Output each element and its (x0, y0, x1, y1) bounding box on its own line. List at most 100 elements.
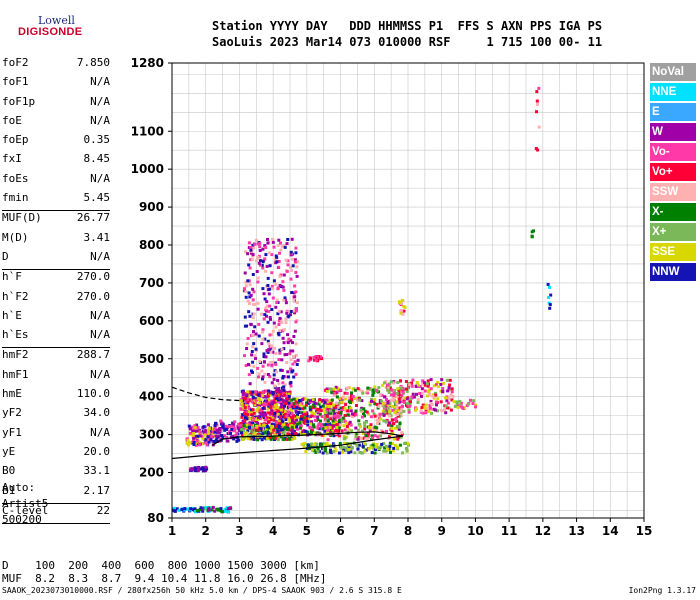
echo-point (266, 238, 269, 241)
echo-point (386, 423, 390, 427)
echo-point (243, 416, 247, 420)
echo-point (257, 406, 260, 410)
echo-point (353, 451, 357, 455)
echo-point (252, 303, 256, 307)
echo-point (319, 409, 323, 413)
echo-point (381, 430, 385, 434)
echo-point (536, 102, 539, 106)
echo-point (295, 418, 299, 422)
param-value: 270.0 (76, 289, 110, 303)
echo-point (267, 420, 270, 424)
echo-point (359, 425, 362, 429)
echo-point (390, 427, 394, 430)
echo-point (406, 442, 410, 446)
echo-point (375, 442, 379, 446)
echo-point (248, 314, 252, 318)
echo-point (283, 245, 287, 249)
echo-point (441, 390, 445, 393)
echo-point (207, 440, 211, 444)
echo-point (267, 398, 271, 402)
echo-point (295, 403, 299, 407)
echo-point (205, 467, 209, 471)
echo-point (237, 429, 241, 433)
echo-point (290, 436, 294, 440)
echo-point (362, 412, 365, 415)
echo-point (389, 414, 393, 418)
echo-point (212, 430, 215, 434)
echo-point (277, 387, 281, 390)
echo-point (241, 420, 245, 423)
echo-point (277, 396, 281, 400)
echo-point (391, 381, 395, 385)
echo-point (198, 430, 202, 434)
param-value: 33.1 (83, 464, 111, 478)
echo-point (192, 428, 196, 432)
echo-point (242, 422, 245, 426)
echo-point (350, 400, 354, 404)
echo-point (312, 356, 316, 359)
echo-point (245, 347, 249, 350)
legend-entry: SSW (650, 183, 696, 201)
echo-point (313, 414, 316, 418)
echo-point (263, 401, 267, 405)
echo-point (301, 407, 305, 411)
echo-point (266, 276, 270, 280)
echo-point (283, 383, 287, 387)
echo-point (223, 508, 227, 512)
echo-point (290, 412, 294, 416)
echo-point (296, 427, 299, 431)
echo-point (440, 409, 444, 413)
echo-point (379, 434, 383, 438)
echo-point (242, 424, 246, 428)
echo-point (323, 400, 327, 404)
echo-point (250, 410, 253, 414)
echo-point (325, 404, 329, 408)
echo-point (268, 333, 272, 337)
echo-point (302, 421, 306, 425)
echo-point (306, 430, 310, 434)
echo-point (361, 391, 365, 395)
echo-point (292, 375, 296, 379)
echo-point (394, 418, 397, 422)
param-value: N/A (90, 75, 110, 89)
echo-point (398, 300, 402, 304)
echo-point (379, 417, 383, 421)
echo-point (447, 386, 451, 390)
echo-point (215, 436, 219, 440)
echo-point (244, 250, 248, 254)
echo-point (261, 328, 265, 332)
echo-point (363, 427, 367, 431)
echo-point (329, 423, 333, 427)
echo-point (261, 247, 265, 251)
echo-point (409, 400, 412, 404)
param-key: B1 (2, 483, 16, 497)
echo-point (272, 407, 276, 411)
echo-point (439, 389, 443, 393)
echo-point (250, 429, 253, 433)
param-row: yF2 34.0 (2, 406, 110, 425)
echo-point (244, 410, 248, 414)
echo-point (405, 449, 409, 453)
echo-point (548, 306, 552, 310)
echo-point (279, 241, 282, 245)
auto-code: 500200 (2, 513, 42, 526)
echo-point (270, 381, 274, 385)
echo-point (401, 386, 405, 390)
echo-point (267, 292, 271, 296)
echo-point (353, 388, 357, 392)
echo-point (385, 429, 388, 433)
y-tick-label: 700 (139, 276, 164, 290)
param-row: yE 20.0 (2, 445, 110, 464)
echo-point (369, 423, 373, 427)
echo-point (266, 284, 270, 287)
echo-point (375, 388, 378, 392)
echo-point (349, 423, 353, 427)
echo-point (450, 398, 454, 402)
echo-point (312, 404, 316, 408)
echo-point (259, 413, 263, 417)
echo-point (314, 358, 318, 362)
echo-point (319, 405, 323, 409)
echo-point (229, 431, 232, 435)
echo-point (299, 414, 303, 418)
echo-point (415, 407, 418, 411)
